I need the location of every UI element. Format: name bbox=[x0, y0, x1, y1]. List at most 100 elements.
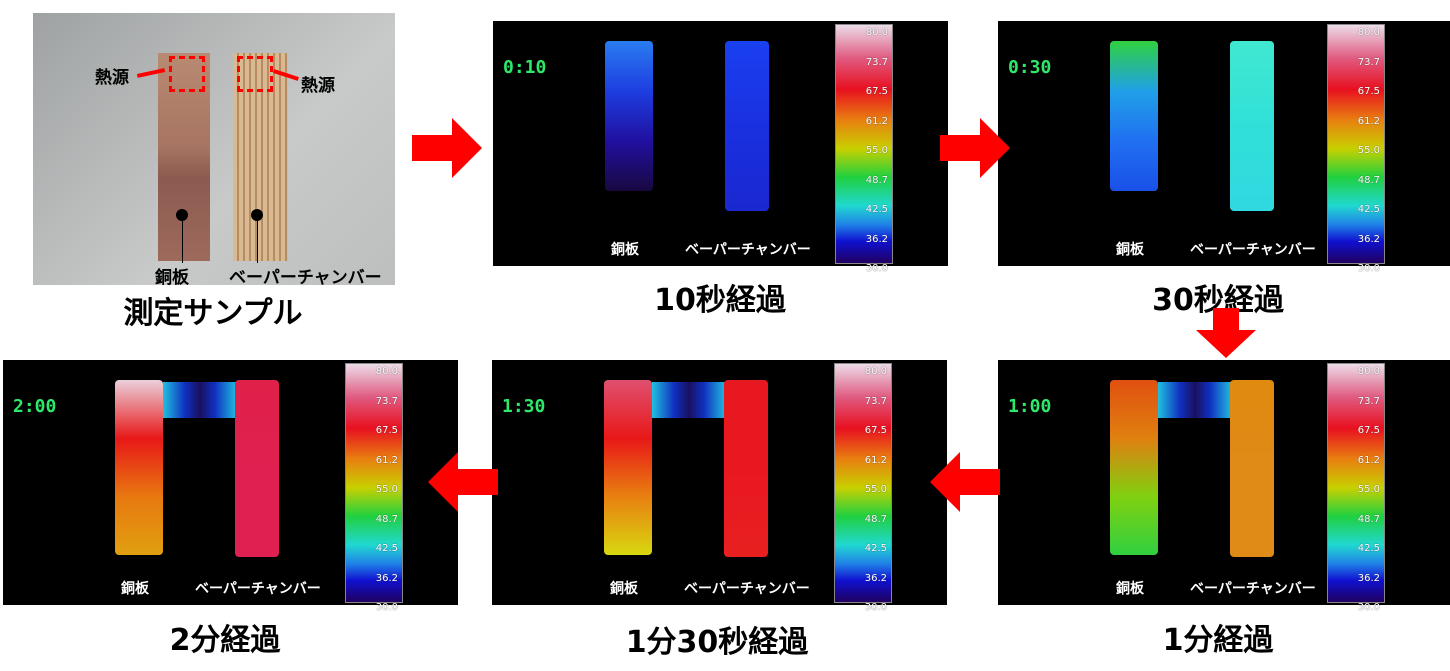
scale-tick-label: 42.5 bbox=[375, 543, 398, 554]
scale-tick-label: 61.2 bbox=[1357, 115, 1380, 127]
scale-tick-label: 61.2 bbox=[375, 454, 398, 466]
time-caption: 2分経過 bbox=[169, 623, 281, 658]
arrow-right-icon bbox=[412, 118, 482, 178]
scale-tick-label: 80.0 bbox=[864, 366, 887, 377]
copper-plate-image bbox=[158, 53, 210, 261]
vapor-chamber-thermal-strip bbox=[1230, 41, 1274, 211]
thermal-panel-030: 0:30 銅板 ベーパーチャンバー 80.0 73.7 67.5 61.2 55.0 48.7 4… bbox=[998, 21, 1450, 274]
scale-tick-label: 36.2 bbox=[865, 233, 888, 245]
sample-caption: 測定サンプル bbox=[123, 296, 303, 331]
color-scale-bar: 80.0 73.7 67.5 61.2 55.0 48.7 42.5 36.2 30.0 bbox=[835, 24, 893, 274]
heat-source-box-vc bbox=[237, 56, 273, 92]
copper-thermal-strip bbox=[1110, 41, 1158, 191]
heat-bridge bbox=[163, 382, 237, 418]
scale-tick-label: 80.0 bbox=[1357, 366, 1380, 377]
scale-tick-label: 42.5 bbox=[865, 204, 888, 215]
scale-tick-label: 48.7 bbox=[1357, 513, 1380, 525]
copper-thermal-strip bbox=[604, 380, 652, 555]
arrow-left-icon bbox=[930, 452, 1000, 512]
scale-tick-label: 36.2 bbox=[375, 572, 398, 584]
scale-tick-label: 67.5 bbox=[375, 425, 398, 436]
scale-tick-label: 42.5 bbox=[864, 543, 887, 554]
heat-bridge bbox=[1158, 382, 1232, 418]
scale-tick-label: 61.2 bbox=[865, 115, 888, 127]
scale-tick-label: 30.0 bbox=[375, 602, 398, 613]
measurement-point bbox=[251, 209, 263, 221]
copper-label: 銅板 bbox=[155, 268, 189, 285]
heat-bridge bbox=[652, 382, 726, 418]
time-label: 2:00 bbox=[13, 396, 57, 417]
scale-tick-label: 30.0 bbox=[864, 602, 887, 613]
scale-tick-label: 73.7 bbox=[1357, 395, 1380, 407]
copper-thermal-strip bbox=[1110, 380, 1158, 555]
time-caption: 1分30秒経過 bbox=[625, 625, 809, 660]
time-label: 1:00 bbox=[1008, 396, 1052, 417]
heat-source-box-copper bbox=[169, 56, 205, 92]
time-label: 1:30 bbox=[502, 396, 546, 417]
color-scale-bar: 80.0 73.7 67.5 61.2 55.0 48.7 42.5 36.2 30.0 bbox=[1327, 363, 1385, 613]
time-caption: 10秒経過 bbox=[654, 283, 786, 318]
heat-source-label-right: 熱源 bbox=[301, 76, 335, 96]
scale-tick-label: 67.5 bbox=[864, 425, 887, 436]
vapor-chamber-thermal-strip bbox=[724, 380, 768, 557]
scale-tick-label: 55.0 bbox=[865, 145, 888, 156]
scale-tick-label: 73.7 bbox=[1357, 56, 1380, 68]
time-label: 0:10 bbox=[503, 57, 547, 78]
scale-tick-label: 36.2 bbox=[1357, 233, 1380, 245]
leader-line bbox=[182, 219, 183, 263]
copper-thermal-strip bbox=[605, 41, 653, 191]
copper-label: 銅板 bbox=[121, 581, 149, 597]
arrow-shape bbox=[930, 452, 1000, 512]
arrow-shape bbox=[940, 118, 1010, 178]
color-scale-bar: 80.0 73.7 67.5 61.2 55.0 48.7 42.5 36.2 30.0 bbox=[345, 363, 403, 613]
vapor-chamber-image bbox=[233, 53, 288, 261]
arrow-left-icon bbox=[428, 452, 498, 512]
heat-source-label-left: 熱源 bbox=[95, 68, 129, 88]
scale-tick-label: 48.7 bbox=[1357, 174, 1380, 186]
scale-tick-label: 55.0 bbox=[1357, 145, 1380, 156]
copper-label: 銅板 bbox=[1116, 242, 1144, 258]
scale-tick-label: 61.2 bbox=[1357, 454, 1380, 466]
thermal-panel-200: 2:00 銅板 ベーパーチャンバー 80.0 73.7 67.5 61.2 55.0 48.7 4… bbox=[3, 360, 458, 613]
vapor-chamber-label: ベーパーチャンバー bbox=[1190, 581, 1316, 597]
color-scale-bar: 80.0 73.7 67.5 61.2 55.0 48.7 42.5 36.2 30.0 bbox=[834, 363, 892, 613]
time-label: 0:30 bbox=[1008, 57, 1052, 78]
thermal-panel-010: 0:10 銅板 ベーパーチャンバー 80.0 73.7 67.5 61.2 55.0 48.7 4… bbox=[493, 21, 948, 274]
arrow-down-icon bbox=[1196, 308, 1256, 358]
thermal-panel-100: 1:00 銅板 ベーパーチャンバー 80.0 73.7 67.5 61.2 55.0 48.7 4… bbox=[998, 360, 1450, 613]
measurement-point bbox=[176, 209, 188, 221]
sample-photo: 熱源 熱源 銅板 ベーパーチャンバー bbox=[33, 13, 395, 285]
scale-tick-label: 36.2 bbox=[864, 572, 887, 584]
scale-tick-label: 80.0 bbox=[1357, 27, 1380, 38]
arrow-right-icon bbox=[940, 118, 1010, 178]
copper-label: 銅板 bbox=[610, 581, 638, 597]
scale-tick-label: 80.0 bbox=[375, 366, 398, 377]
scale-tick-label: 61.2 bbox=[864, 454, 887, 466]
scale-tick-label: 30.0 bbox=[1357, 602, 1380, 613]
scale-tick-label: 42.5 bbox=[1357, 543, 1380, 554]
scale-tick-label: 67.5 bbox=[865, 86, 888, 97]
scale-tick-label: 55.0 bbox=[864, 484, 887, 495]
leader-line bbox=[257, 219, 258, 263]
vapor-chamber-thermal-strip bbox=[725, 41, 769, 211]
scale-tick-label: 42.5 bbox=[1357, 204, 1380, 215]
copper-thermal-strip bbox=[115, 380, 163, 555]
copper-label: 銅板 bbox=[1116, 581, 1144, 597]
vapor-chamber-label: ベーパーチャンバー bbox=[684, 581, 810, 597]
scale-tick-label: 48.7 bbox=[864, 513, 887, 525]
scale-tick-label: 30.0 bbox=[865, 263, 888, 274]
vapor-chamber-thermal-strip bbox=[235, 380, 279, 557]
scale-tick-label: 48.7 bbox=[865, 174, 888, 186]
time-caption: 1分経過 bbox=[1162, 623, 1274, 658]
scale-tick-label: 36.2 bbox=[1357, 572, 1380, 584]
scale-tick-label: 55.0 bbox=[375, 484, 398, 495]
scale-tick-label: 30.0 bbox=[1357, 263, 1380, 274]
scale-tick-label: 67.5 bbox=[1357, 86, 1380, 97]
scale-tick-label: 67.5 bbox=[1357, 425, 1380, 436]
scale-tick-label: 55.0 bbox=[1357, 484, 1380, 495]
scale-tick-label: 73.7 bbox=[375, 395, 398, 407]
vapor-chamber-label: ベーパーチャンバー bbox=[229, 268, 382, 285]
scale-tick-label: 73.7 bbox=[865, 56, 888, 68]
scale-tick-label: 80.0 bbox=[865, 27, 888, 38]
vapor-chamber-label: ベーパーチャンバー bbox=[685, 242, 811, 258]
